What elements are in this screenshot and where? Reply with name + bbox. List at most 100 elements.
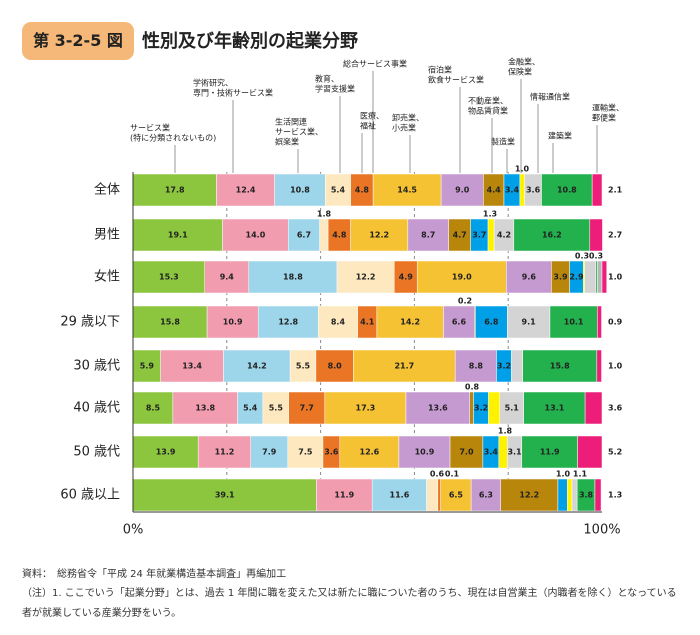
data-label: 12.2 <box>356 273 376 282</box>
bar-segment <box>449 435 484 469</box>
bar-segment <box>541 173 593 207</box>
category-label: 女性 <box>94 269 120 285</box>
series-top-label: 運輸業、 <box>592 103 624 113</box>
data-label: 3.6 <box>526 186 541 195</box>
data-label: 1.3 <box>608 491 622 500</box>
series-top-label: 建築業 <box>548 131 572 141</box>
data-label: 9.6 <box>522 273 537 282</box>
bar-segment <box>160 349 224 383</box>
data-label: 18.8 <box>283 273 303 282</box>
bar-segment <box>500 478 559 512</box>
data-label: 11.9 <box>540 448 560 457</box>
data-label: 2.1 <box>608 186 623 195</box>
data-label: 16.2 <box>542 231 562 240</box>
series-top-label: 情報通信業 <box>530 92 570 102</box>
series-top-label: (特に分類されないもの) <box>130 133 216 143</box>
series-top-label: 娯楽業 <box>275 137 299 147</box>
data-label: 5.1 <box>505 404 520 413</box>
bar-segment <box>589 218 603 252</box>
bar-segment <box>371 478 427 512</box>
data-label: 10.9 <box>415 448 435 457</box>
data-label: 3.8 <box>579 491 594 500</box>
series-top-label: 保険業 <box>508 67 532 77</box>
bar-segment <box>437 478 441 512</box>
data-label: 21.7 <box>394 362 414 371</box>
data-label: 6.6 <box>452 318 467 327</box>
bar-segment <box>248 260 338 294</box>
data-label: 3.9 <box>553 273 568 282</box>
category-label: 40 歳代 <box>73 401 120 416</box>
bar-segment <box>339 435 400 469</box>
data-label: 3.2 <box>474 404 488 413</box>
small-value-label: 1.8 <box>498 427 513 436</box>
bar-segment <box>315 349 354 383</box>
bar-segment <box>601 260 607 294</box>
series-top-label: 専門・技術サービス業 <box>193 88 273 98</box>
bar-segment <box>132 349 161 383</box>
data-label: 3.6 <box>608 404 623 413</box>
series-top-label: 不動産業、 <box>468 96 508 106</box>
bar-segment <box>250 435 289 469</box>
series-top-label: 学習支援業 <box>315 84 355 94</box>
series-top-label: 福祉 <box>360 121 376 131</box>
data-label: 8.4 <box>331 318 346 327</box>
bar-segment <box>454 349 497 383</box>
data-label: 9.1 <box>522 318 537 327</box>
series-top-label: 教育、 <box>315 74 339 84</box>
bar-segment <box>440 478 472 512</box>
category-label: 29 歳以下 <box>60 315 120 330</box>
data-label: 9.0 <box>455 186 470 195</box>
data-label: 2.7 <box>608 231 622 240</box>
small-value-label: 0.6 <box>430 470 445 479</box>
bar-segment <box>223 349 291 383</box>
data-label: 19.0 <box>452 273 472 282</box>
data-label: 17.8 <box>165 186 185 195</box>
bar-segment <box>498 435 508 469</box>
data-label: 1.0 <box>608 362 623 371</box>
bar-segment <box>288 391 326 425</box>
data-label: 3.4 <box>484 448 499 457</box>
bar-segment <box>172 391 238 425</box>
data-label: 6.7 <box>297 231 311 240</box>
category-label: 男性 <box>94 228 120 243</box>
series-top-label: 生活関連 <box>275 117 307 127</box>
x-tick-label: 0% <box>123 523 144 538</box>
data-label: 6.8 <box>484 318 499 327</box>
bar-segment <box>513 218 591 252</box>
bar-segment <box>488 391 501 425</box>
data-label: 12.4 <box>236 186 256 195</box>
series-top-label: 宿泊業 <box>428 65 452 75</box>
data-label: 12.8 <box>278 318 298 327</box>
bar-segment <box>274 173 326 207</box>
data-label: 4.2 <box>497 231 511 240</box>
data-label: 11.6 <box>390 491 410 500</box>
figure-title: 性別及び年齢別の起業分野 <box>142 31 358 52</box>
data-label: 5.2 <box>608 448 622 457</box>
bar-segment <box>597 260 603 294</box>
source-note: 資料： 総務省令「平成 24 年就業構造基本調査」再編加工 <box>22 569 287 580</box>
bar-segment <box>523 391 586 425</box>
small-value-label: 1.0 <box>515 165 530 174</box>
x-tick-label: 100% <box>583 523 620 538</box>
figure-number-badge: 第 3-2-5 図 <box>22 22 134 60</box>
bar-segment <box>407 218 449 252</box>
series-top-label: 物品賃貸業 <box>468 106 508 116</box>
data-label: 11.2 <box>215 448 235 457</box>
bar-segment <box>237 391 264 425</box>
bar-segment <box>316 478 373 512</box>
bar-segment <box>319 218 329 252</box>
data-label: 2.9 <box>569 273 584 282</box>
data-label: 39.1 <box>215 491 235 500</box>
small-value-label: 0.1 <box>445 470 460 479</box>
data-label: 5.4 <box>243 404 258 413</box>
data-label: 15.8 <box>160 318 180 327</box>
series-top-label: 郵便業 <box>592 113 616 123</box>
data-label: 4.9 <box>399 273 414 282</box>
series-top-label: 小売業 <box>392 123 416 133</box>
data-label: 19.1 <box>168 231 188 240</box>
data-label: 4.8 <box>355 186 370 195</box>
data-label: 5.5 <box>269 404 284 413</box>
data-label: 3.1 <box>507 448 522 457</box>
category-label: 全体 <box>94 182 120 198</box>
series-top-label: サービス業 <box>130 123 170 133</box>
